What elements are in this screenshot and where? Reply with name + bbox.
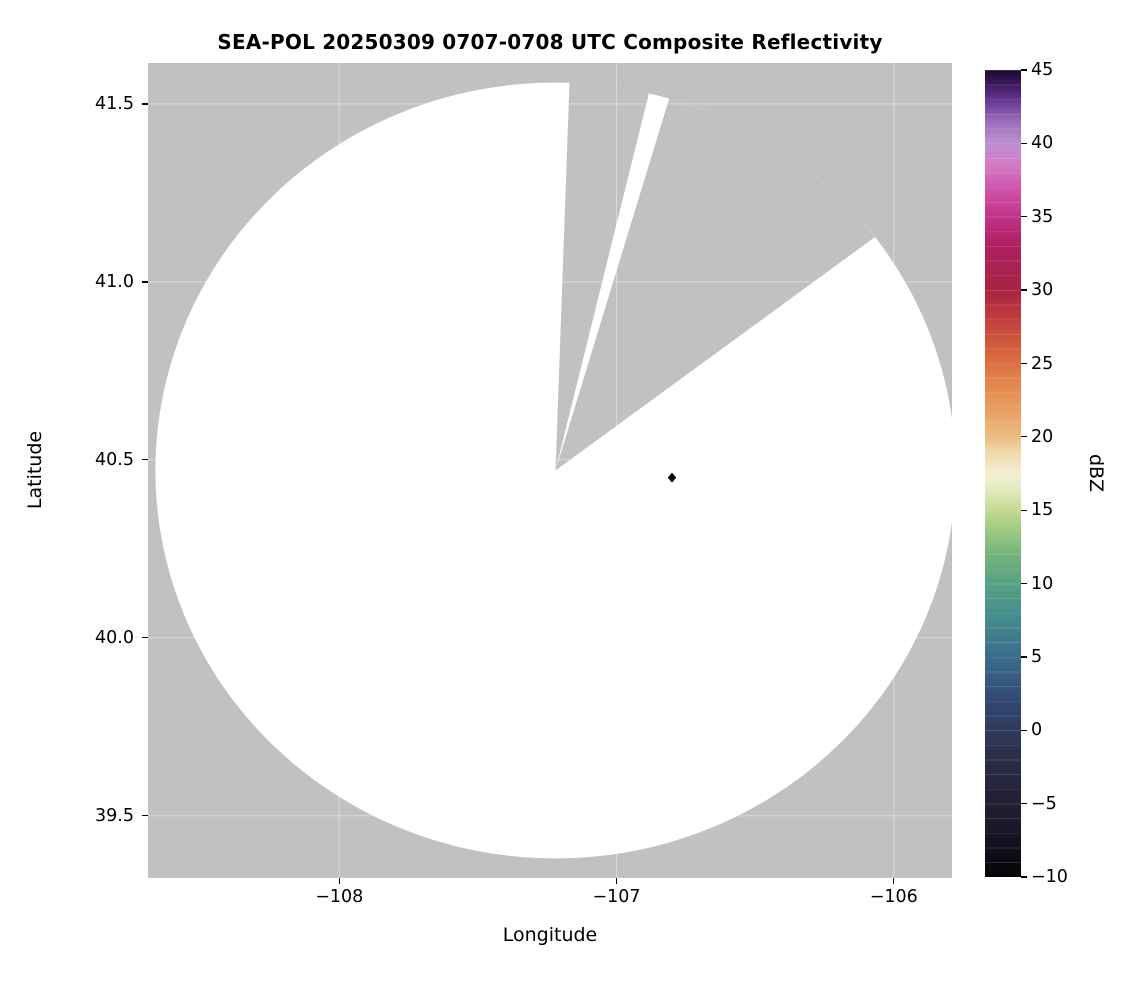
y-tick-label: 39.5: [95, 805, 134, 826]
colorbar-tick-label: 40: [1031, 133, 1054, 154]
colorbar-tick: [1021, 289, 1027, 291]
x-tick-label: −108: [315, 887, 364, 907]
x-axis-tick: [615, 878, 618, 884]
y-tick-label: 41.5: [95, 93, 134, 114]
colorbar-tick: [1021, 509, 1027, 511]
y-axis-tick: [142, 281, 148, 283]
y-axis-tick: [142, 815, 148, 817]
colorbar-tick: [1021, 216, 1027, 218]
colorbar-label: dBZ: [1085, 453, 1107, 493]
colorbar-tick-label: 30: [1031, 280, 1054, 301]
colorbar-tick: [1021, 362, 1027, 365]
y-tick-label: 41.0: [95, 271, 134, 292]
colorbar-tick: [1021, 876, 1027, 878]
y-axis-label: Latitude: [24, 430, 46, 510]
blocked-sector: [555, 82, 649, 471]
colorbar-tick: [1021, 802, 1027, 805]
colorbar-tick: [1021, 69, 1027, 71]
colorbar: [985, 70, 1021, 877]
y-axis-tick: [142, 459, 148, 461]
x-axis-label: Longitude: [502, 924, 598, 946]
plot-area: [148, 63, 956, 878]
x-tick-label: −107: [592, 887, 641, 907]
colorbar-tick-label: 20: [1031, 426, 1054, 447]
colorbar-tick: [1021, 729, 1027, 731]
colorbar-tick-label: −5: [1031, 793, 1057, 814]
colorbar-tick-label: 15: [1031, 500, 1054, 521]
blocked-sector: [555, 98, 875, 471]
colorbar-tick: [1021, 656, 1027, 658]
colorbar-tick-label: 0: [1031, 720, 1043, 741]
colorbar-tick-label: −10: [1031, 867, 1068, 887]
x-axis-tick: [338, 878, 340, 884]
x-tick-label: −106: [869, 887, 918, 907]
colorbar-tick: [1021, 582, 1027, 585]
radar-plot-svg: [148, 63, 956, 878]
colorbar-tick-label: 45: [1031, 60, 1054, 80]
radar-site-marker: [667, 472, 677, 483]
colorbar-tick: [1021, 436, 1027, 438]
colorbar-tick-label: 10: [1031, 573, 1054, 594]
colorbar-tick-label: 5: [1031, 646, 1043, 667]
y-tick-label: 40.5: [95, 449, 134, 470]
y-axis-tick: [142, 103, 148, 105]
chart-title: SEA-POL 20250309 0707-0708 UTC Composite…: [217, 30, 883, 54]
colorbar-tick-label: 35: [1031, 206, 1054, 227]
y-tick-label: 40.0: [95, 627, 134, 648]
y-axis-tick: [142, 637, 148, 639]
colorbar-tick: [1021, 142, 1027, 145]
colorbar-level-bands: [985, 70, 1021, 877]
colorbar-tick-label: 25: [1031, 353, 1054, 374]
x-axis-tick: [893, 878, 895, 884]
